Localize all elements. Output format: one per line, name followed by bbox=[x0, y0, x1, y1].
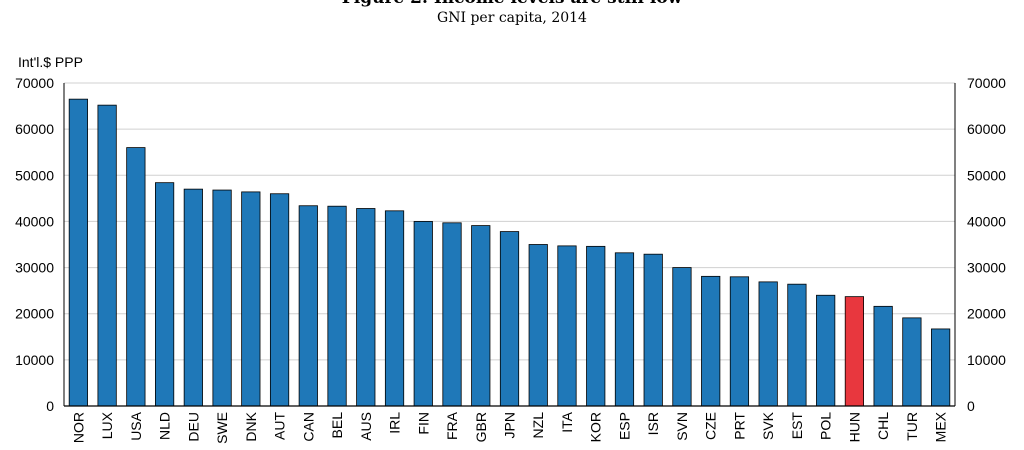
bar-cze bbox=[701, 275, 721, 407]
y-tick-label-left: 30000 bbox=[15, 260, 54, 276]
bar-est bbox=[787, 283, 807, 407]
y-tick-label-right: 50000 bbox=[967, 167, 1006, 183]
x-tick-label: ITA bbox=[559, 411, 575, 432]
y-tick-label-right: 0 bbox=[967, 398, 975, 414]
x-tick-label: AUS bbox=[358, 412, 374, 441]
axes bbox=[63, 83, 956, 407]
x-tick-label: CAN bbox=[300, 412, 316, 442]
bar-nor bbox=[68, 98, 88, 407]
bar-nzl bbox=[528, 244, 548, 407]
y-tick-label-left: 20000 bbox=[15, 306, 54, 322]
chart-subtitle: GNI per capita, 2014 bbox=[437, 10, 587, 26]
x-tick-label: HUN bbox=[846, 412, 862, 442]
y-tick-label-left: 70000 bbox=[15, 75, 54, 91]
y-tick-labels-right: 0 10000 20000 30000 40000 50000 60000 70000 bbox=[967, 75, 1006, 414]
x-tick-label: IRL bbox=[387, 412, 403, 434]
bar-aut bbox=[269, 193, 290, 407]
x-tick-label: NOR bbox=[70, 412, 86, 443]
x-tick-label: SWE bbox=[214, 412, 230, 444]
x-tick-label: POL bbox=[818, 412, 834, 440]
bar-bel bbox=[327, 205, 347, 407]
x-tick-label: KOR bbox=[588, 412, 604, 442]
y-tick-label-right: 30000 bbox=[967, 260, 1006, 276]
x-tick-label: USA bbox=[128, 411, 144, 440]
x-tick-label: EST bbox=[789, 412, 805, 440]
bar-dnk bbox=[241, 191, 261, 407]
x-tick-label: JPN bbox=[502, 412, 518, 438]
bar-fra bbox=[442, 222, 462, 407]
y-tick-label-left: 0 bbox=[46, 398, 54, 414]
bar-lux bbox=[97, 104, 117, 407]
y-tick-label-left: 40000 bbox=[15, 213, 54, 229]
bar-hun bbox=[844, 296, 865, 407]
bar-nld bbox=[154, 182, 175, 407]
x-tick-label: BEL bbox=[329, 412, 345, 439]
bar-esp bbox=[614, 252, 635, 407]
x-tick-labels: NOR LUX USA NLD DEU SWE DNK AUT CAN BEL AUS IRL FIN F… bbox=[70, 411, 948, 444]
bar-fin bbox=[413, 221, 433, 407]
bar-deu bbox=[183, 188, 203, 407]
y-tick-label-right: 40000 bbox=[967, 213, 1006, 229]
x-tick-label: LUX bbox=[99, 411, 115, 439]
x-tick-label: TUR bbox=[904, 412, 920, 441]
bar-isr bbox=[643, 253, 663, 407]
x-tick-label: ISR bbox=[645, 412, 661, 435]
bar-gbr bbox=[471, 225, 491, 407]
bar-jpn bbox=[499, 231, 520, 407]
bar-mex bbox=[931, 328, 951, 407]
x-tick-label: CZE bbox=[703, 412, 719, 440]
x-tick-label: FRA bbox=[444, 411, 460, 440]
bar-pol bbox=[816, 294, 836, 407]
bar-can bbox=[298, 205, 318, 407]
y-axis-unit-label: Int'l.$ PPP bbox=[18, 54, 83, 70]
bar-prt bbox=[729, 276, 750, 407]
y-tick-label-left: 60000 bbox=[15, 121, 54, 137]
bar-svk bbox=[758, 281, 778, 407]
x-tick-label: CHL bbox=[875, 412, 891, 440]
x-tick-label: DNK bbox=[243, 411, 259, 441]
chart-title: Figure 2. Income levels are still low bbox=[0, 0, 1024, 8]
y-tick-labels-left: 0 10000 20000 30000 40000 50000 60000 70000 bbox=[15, 75, 54, 414]
bar-svn bbox=[672, 267, 692, 407]
x-tick-label: NLD bbox=[157, 412, 173, 440]
y-tick-label-right: 20000 bbox=[967, 306, 1006, 322]
x-tick-label: GBR bbox=[473, 412, 489, 442]
y-tick-label-left: 10000 bbox=[15, 352, 54, 368]
bar-irl bbox=[384, 210, 405, 407]
x-tick-label: FIN bbox=[415, 412, 431, 435]
bar-chl bbox=[873, 305, 893, 407]
bars bbox=[68, 98, 951, 407]
x-tick-label: PRT bbox=[731, 412, 747, 440]
x-tick-label: ESP bbox=[616, 412, 632, 440]
y-tick-label-left: 50000 bbox=[15, 167, 54, 183]
bar-usa bbox=[126, 147, 146, 407]
y-tick-label-right: 10000 bbox=[967, 352, 1006, 368]
x-tick-label: MEX bbox=[933, 411, 949, 442]
x-tick-label: NZL bbox=[530, 412, 546, 439]
bar-kor bbox=[586, 245, 606, 407]
bar-aus bbox=[356, 208, 376, 407]
bar-tur bbox=[902, 317, 922, 407]
x-tick-label: SVK bbox=[760, 411, 776, 440]
y-tick-label-right: 60000 bbox=[967, 121, 1006, 137]
x-tick-label: SVN bbox=[674, 412, 690, 441]
bar-swe bbox=[212, 189, 232, 407]
y-tick-label-right: 70000 bbox=[967, 75, 1006, 91]
x-tick-label: AUT bbox=[272, 412, 288, 440]
x-tick-label: DEU bbox=[185, 412, 201, 442]
bar-ita bbox=[557, 245, 577, 407]
